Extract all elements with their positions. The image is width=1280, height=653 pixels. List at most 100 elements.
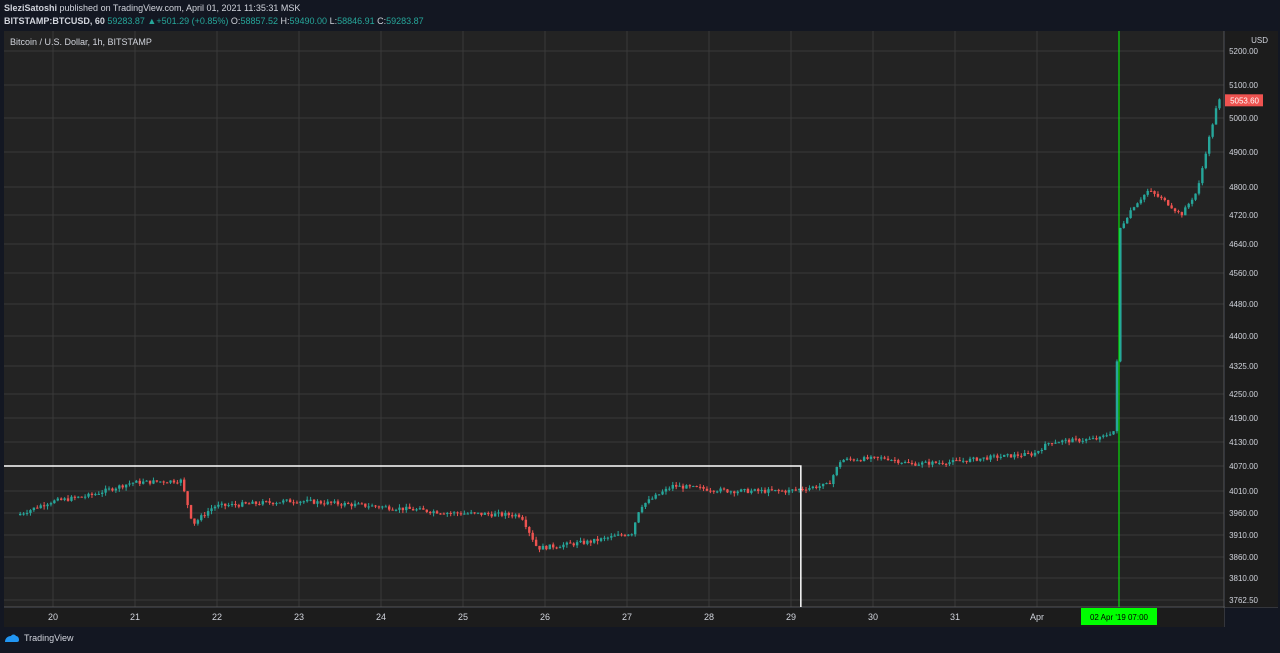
author-name[interactable]: SleziSatoshi [4,3,58,13]
candle-body [261,501,264,505]
y-tick-label: 5200.00 [1229,47,1258,56]
candle-body [962,460,965,462]
candle-body [316,501,319,504]
candle-body [384,506,387,508]
candle-body [1016,454,1020,456]
candle-body [753,489,756,491]
candle-body [165,482,169,484]
y-tick-label: 4800.00 [1229,183,1258,192]
candle-body [924,461,927,463]
candle-body [463,513,466,515]
candle-body [586,540,589,544]
candle-body [357,503,360,505]
candle-body [217,504,220,507]
candle-body [90,493,94,495]
candle-body [596,538,599,541]
candle-body [640,506,644,513]
candle-body [142,481,145,484]
close-value: 59283.87 [386,16,424,26]
candle-body [1006,454,1009,456]
candle-body [644,502,647,507]
candle-body [275,503,278,505]
candle-body [671,484,674,489]
candle-body [739,489,743,492]
candle-body [944,463,948,465]
candle-body [169,480,172,483]
candle-body [760,489,763,491]
plot-area[interactable] [4,31,1224,607]
candle-body [784,490,787,493]
candle-body [1030,453,1033,456]
candle-body [743,489,746,491]
candle-body [152,480,155,484]
range-box-annotation[interactable] [4,465,802,607]
candle-body [415,509,418,511]
time-badge [1081,608,1157,625]
candle-body [306,499,309,502]
tradingview-footer[interactable]: TradingView [4,633,74,643]
candle-body [1115,361,1119,432]
candle-body [1170,205,1173,209]
candle-body [227,505,230,507]
price-axis[interactable] [1225,31,1278,607]
candle-body [955,460,958,462]
candle-body [873,456,876,458]
candle-body [189,505,193,519]
candle-body [661,491,664,495]
candle-body [890,459,893,461]
candle-body [531,532,534,540]
candle-body [1126,217,1129,224]
candle-body [979,458,982,461]
candle-body [702,486,705,489]
candle-body [418,508,422,510]
candle-body [1132,207,1136,211]
candle-body [1026,453,1030,455]
candle-body [1112,431,1115,435]
candle-body [992,455,996,457]
candle-body [599,538,603,541]
candle-body [1040,449,1043,452]
candle-body [675,484,678,487]
candle-body [1105,435,1108,437]
candle-body [801,488,804,490]
candle-body [1095,438,1098,440]
candle-body [435,511,439,514]
x-tick-label: 28 [704,612,714,622]
candle-body [610,536,613,538]
candle-body [736,491,739,494]
candle-body [155,480,159,482]
candle-body [709,490,712,492]
candle-body [302,501,305,503]
candle-body [350,503,353,507]
y-tick-label: 4190.00 [1229,414,1258,423]
candle-body [845,458,849,460]
candle-body [391,509,394,511]
candle-body [815,486,818,488]
candle-body [25,512,29,514]
candle-body [381,506,384,508]
candle-body [333,501,336,503]
time-axis[interactable] [4,608,1224,627]
candle-body [32,507,36,511]
candle-body [982,457,985,459]
open-value: 58857.52 [240,16,278,26]
candle-body [883,457,886,459]
x-tick-label: 23 [294,612,304,622]
candle-body [63,498,66,500]
candle-body [145,480,148,482]
candle-body [405,506,408,511]
candle-body [1214,108,1218,125]
candle-body [244,502,247,504]
symbol-label[interactable]: BITSTAMP:BTCUSD, 60 [4,16,105,26]
candle-body [1180,212,1184,216]
y-tick-label: 4070.00 [1229,462,1258,471]
candle-body [623,535,627,537]
candle-body [77,496,80,498]
candle-body [668,488,671,490]
candle-body [938,462,941,464]
candle-body [19,513,22,516]
candle-body [39,505,42,509]
candle-body [528,527,531,533]
candle-body [493,513,497,517]
